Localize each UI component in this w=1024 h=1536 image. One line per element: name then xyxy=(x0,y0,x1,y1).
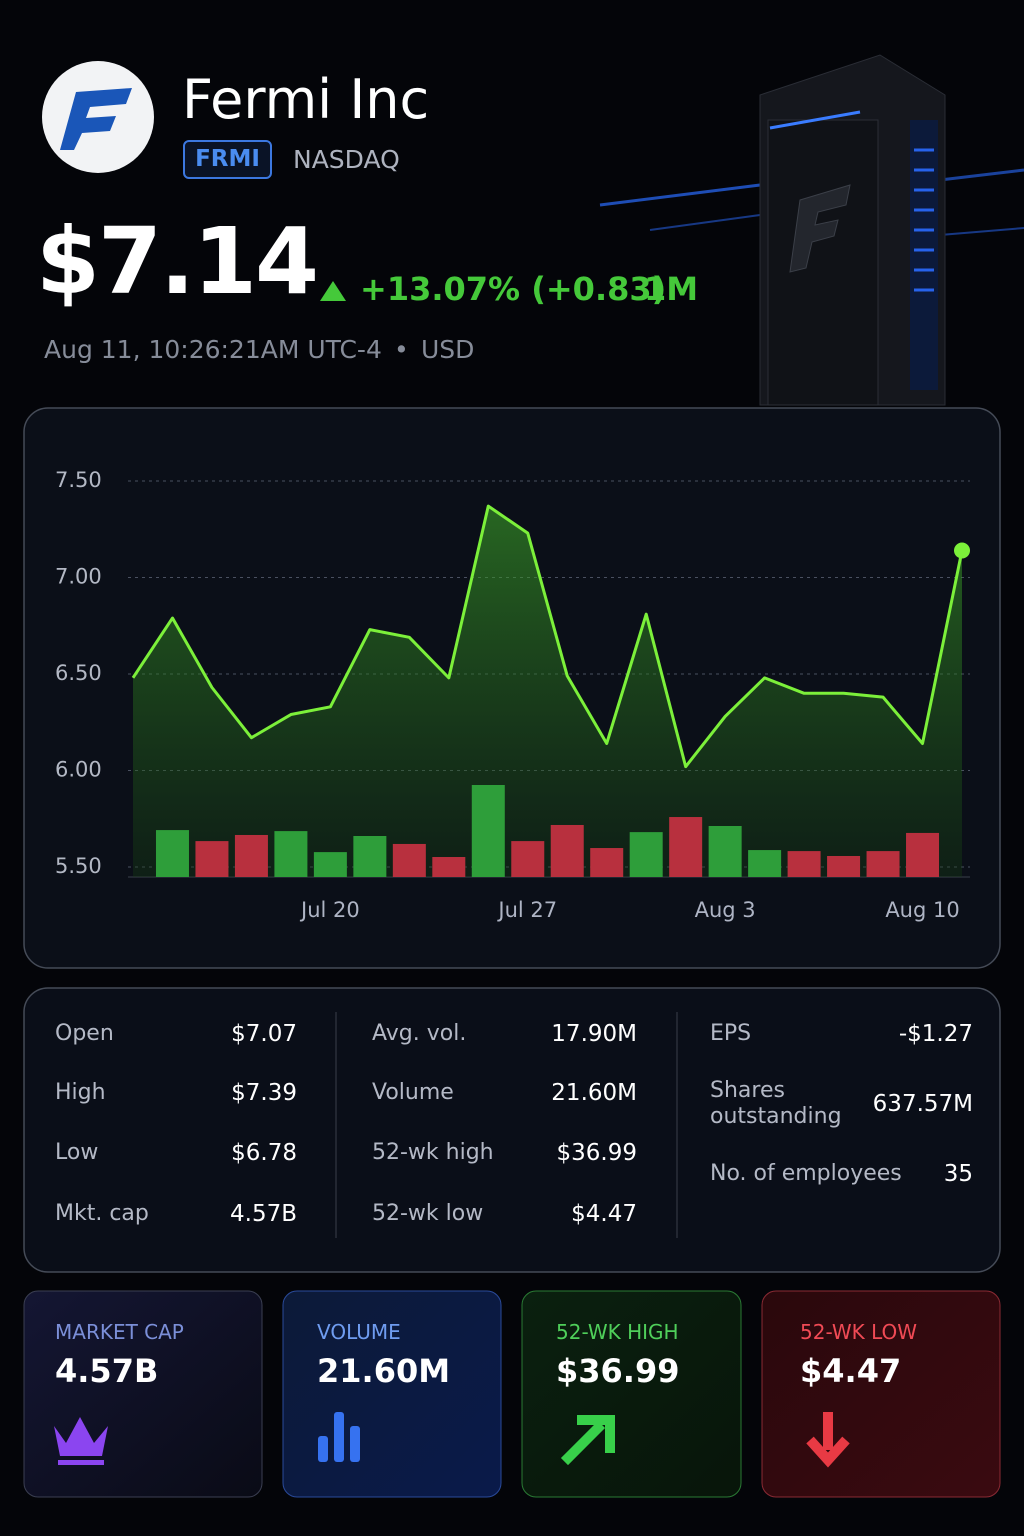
up-arrow-icon xyxy=(560,1415,615,1466)
volume-bar xyxy=(471,785,505,877)
stat-label: Low xyxy=(55,1140,99,1165)
server-illustration xyxy=(599,54,1024,406)
card-label: VOLUME xyxy=(317,1320,401,1344)
stat-label: Mkt. cap xyxy=(55,1201,149,1226)
volume-bar xyxy=(669,817,703,877)
company-name: Fermi Inc xyxy=(182,68,430,131)
down-arrow-icon xyxy=(806,1412,850,1468)
stat-label: 52-wk low xyxy=(372,1201,484,1226)
stat-value: $6.78 xyxy=(231,1140,297,1166)
x-tick-label: Jul 27 xyxy=(496,898,557,922)
price-line xyxy=(131,504,964,769)
volume-bar xyxy=(787,851,821,877)
volume-bar xyxy=(708,826,742,877)
card-label: MARKET CAP xyxy=(55,1320,184,1344)
ticker-badge xyxy=(183,140,272,179)
volume-bar xyxy=(274,831,308,877)
logo xyxy=(42,61,154,173)
stat-label: Volume xyxy=(372,1080,454,1105)
exchange: NASDAQ xyxy=(293,145,400,174)
stat-label: Avg. vol. xyxy=(372,1021,467,1046)
volume-bar xyxy=(827,855,861,877)
volume-bar xyxy=(906,832,940,877)
period: 1M xyxy=(644,270,699,308)
stat-value: $7.07 xyxy=(231,1021,297,1047)
card-label: 52-WK HIGH xyxy=(556,1320,679,1344)
volume-bar xyxy=(195,841,229,877)
crown-icon xyxy=(54,1417,108,1465)
currency: USD xyxy=(421,335,475,364)
up-triangle xyxy=(320,281,346,301)
stats-card xyxy=(23,987,1001,1273)
card-value: 4.57B xyxy=(55,1352,159,1390)
volume-bar xyxy=(866,851,900,877)
stat-label: No. of employees xyxy=(710,1161,902,1186)
x-tick-label: Aug 3 xyxy=(695,898,756,922)
volume-bar xyxy=(748,850,782,877)
stat-value: $36.99 xyxy=(556,1140,637,1166)
y-tick-label: 6.00 xyxy=(55,758,102,782)
stat-label: EPS xyxy=(710,1021,752,1046)
stat-value: $4.47 xyxy=(571,1201,637,1227)
volume-bar xyxy=(353,835,387,877)
y-tick-label: 5.50 xyxy=(55,854,102,878)
stat-label: Open xyxy=(55,1021,114,1046)
volume-bar xyxy=(590,848,624,877)
stat-label: 52-wk high xyxy=(372,1140,494,1165)
stat-value: -$1.27 xyxy=(898,1021,973,1047)
price-change: +13.07% (+0.83) xyxy=(360,270,667,308)
volume-bar xyxy=(432,857,466,877)
stat-value: 637.57M xyxy=(872,1091,973,1117)
card-value: $36.99 xyxy=(556,1352,680,1390)
timestamp: Aug 11, 10:26:21AM UTC-4 xyxy=(44,335,382,364)
volume-bar xyxy=(234,834,268,877)
x-tick-label: Aug 10 xyxy=(885,898,959,922)
volume-bar xyxy=(392,843,426,877)
y-tick-label: 7.50 xyxy=(55,468,102,492)
ticker: FRMI xyxy=(195,146,260,172)
bars-icon xyxy=(318,1412,360,1462)
price-area xyxy=(133,506,962,877)
y-tick-label: 7.00 xyxy=(55,565,102,589)
volume-bar xyxy=(313,852,347,877)
volume-bar xyxy=(629,832,663,877)
stat-value: 21.60M xyxy=(551,1080,637,1106)
separator: • xyxy=(394,335,409,364)
stat-value: $7.39 xyxy=(231,1080,297,1106)
card-label: 52-WK LOW xyxy=(800,1320,918,1344)
y-tick-label: 6.50 xyxy=(55,661,102,685)
volume-bar xyxy=(155,830,189,877)
price: $7.14 xyxy=(36,208,319,315)
last-point xyxy=(954,542,970,559)
card-value: 21.60M xyxy=(317,1352,451,1390)
x-tick-label: Jul 20 xyxy=(299,898,360,922)
stat-label: High xyxy=(55,1080,106,1105)
card-value: $4.47 xyxy=(800,1352,902,1390)
volume-bar xyxy=(550,824,584,877)
stat-value: 17.90M xyxy=(551,1021,637,1047)
stat-value: 4.57B xyxy=(230,1201,297,1227)
stat-label: Shares outstanding xyxy=(710,1078,842,1129)
volume-bar xyxy=(511,841,545,877)
stat-value: 35 xyxy=(943,1161,973,1187)
